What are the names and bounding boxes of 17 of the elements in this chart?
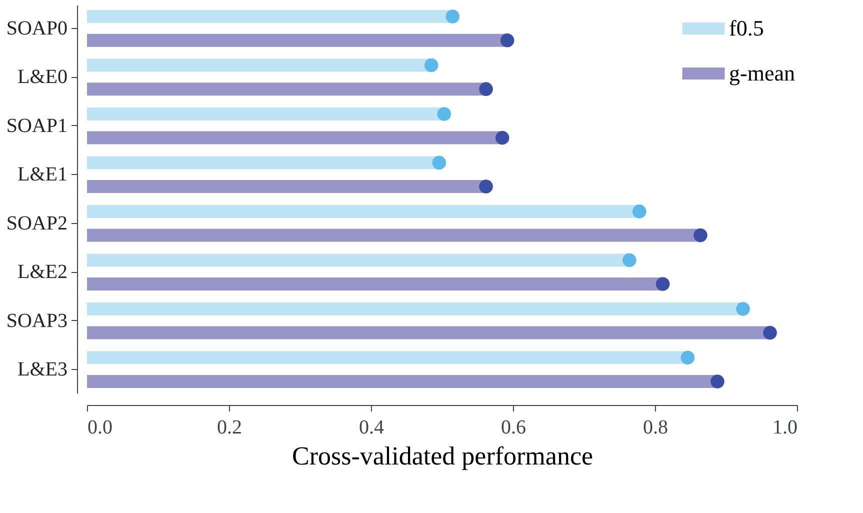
y-tick-label: L&E2 [18, 261, 68, 284]
x-tick-label: 0.4 [359, 416, 384, 438]
x-axis-title: Cross-validated performance [292, 442, 594, 470]
x-tick-label: 0.0 [88, 416, 112, 438]
x-tick-label: 0.2 [217, 416, 242, 438]
legend-label: g-mean [729, 60, 795, 86]
x-tick-label: 0.6 [501, 416, 526, 438]
y-tick-label: SOAP3 [6, 310, 68, 332]
x-tick-label: 0.8 [643, 416, 668, 438]
y-tick-label: L&E3 [18, 358, 68, 381]
x-tick-label: 1.0 [772, 416, 798, 438]
y-tick-label: SOAP0 [6, 17, 68, 40]
legend-label: f0.5 [729, 16, 764, 40]
y-tick-label: L&E0 [18, 66, 68, 88]
y-tick-label: SOAP1 [6, 114, 68, 137]
y-tick-label: SOAP2 [6, 212, 68, 234]
y-tick-label: L&E1 [18, 164, 68, 186]
